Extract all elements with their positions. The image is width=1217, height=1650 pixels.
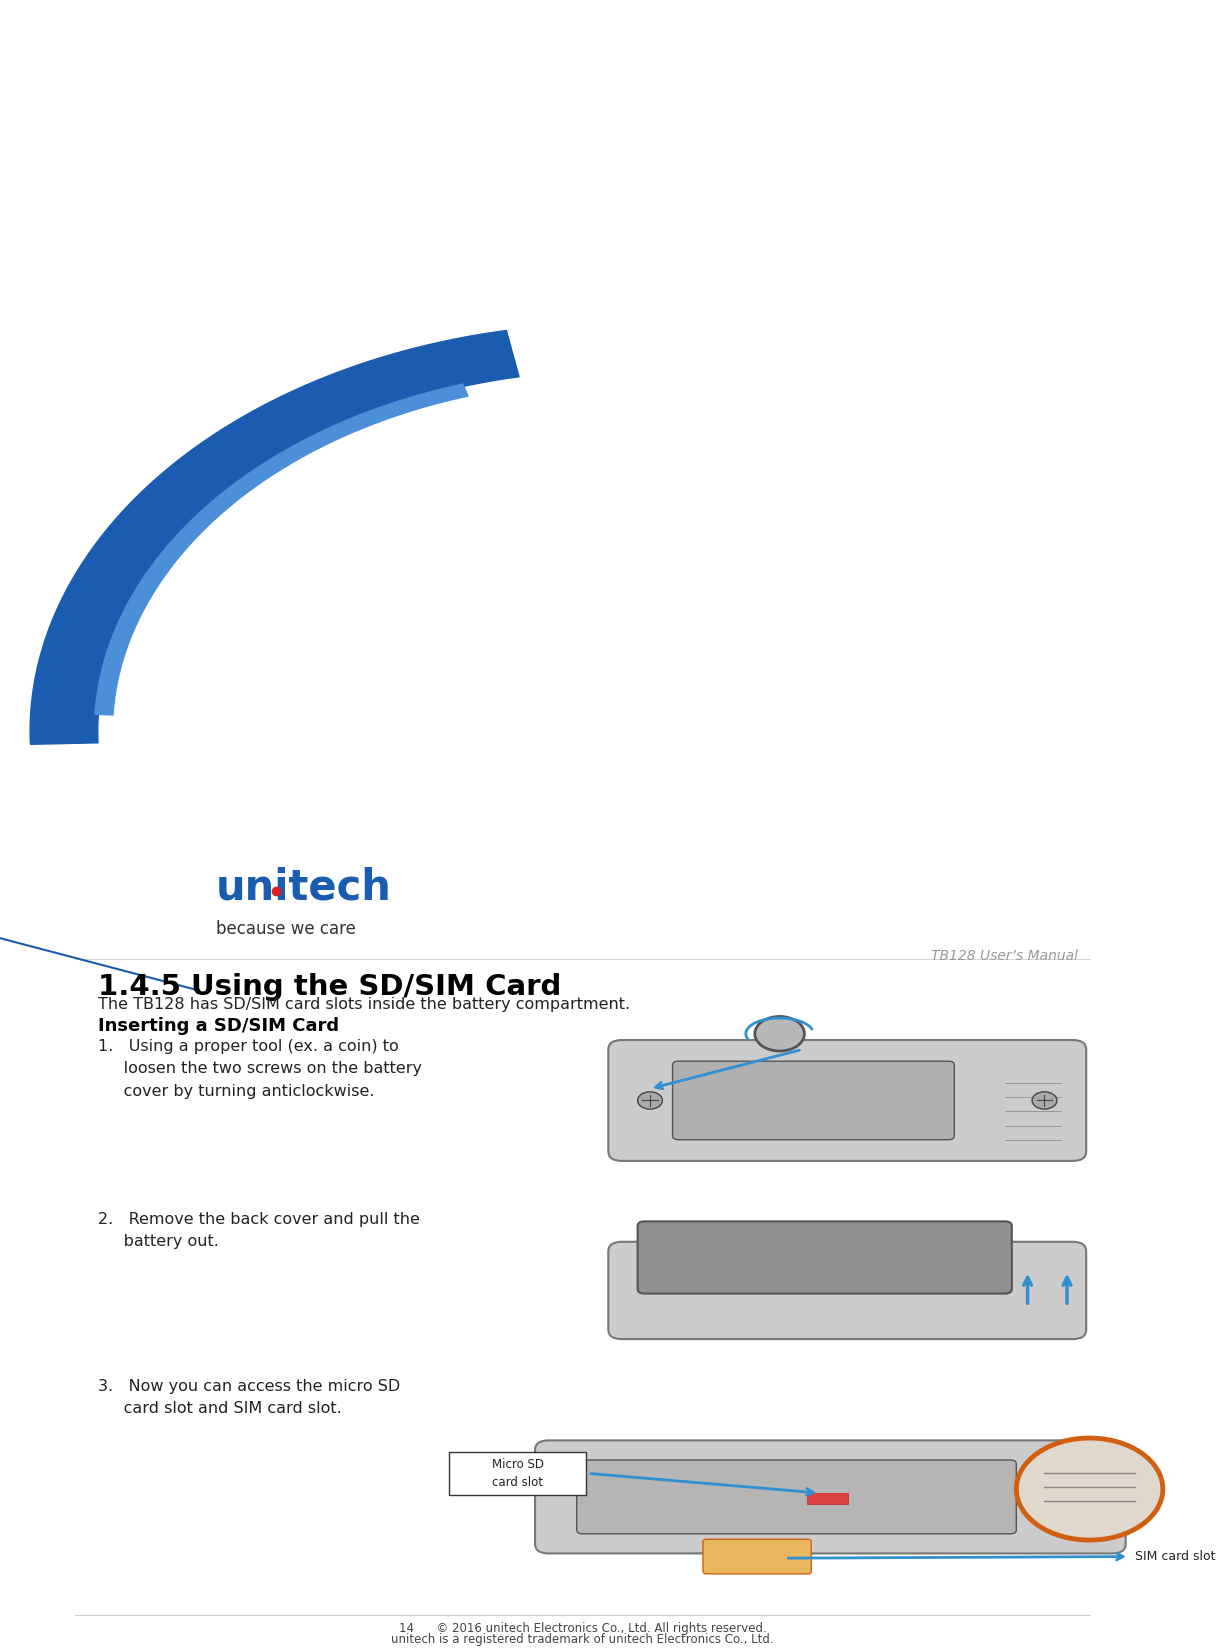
Text: The TB128 has SD/SIM card slots inside the battery compartment.: The TB128 has SD/SIM card slots inside t… — [97, 997, 630, 1011]
Text: TB128 User’s Manual: TB128 User’s Manual — [931, 949, 1078, 964]
FancyBboxPatch shape — [638, 1221, 1011, 1294]
FancyBboxPatch shape — [807, 1493, 848, 1505]
Text: SIM card slot: SIM card slot — [1134, 1549, 1215, 1563]
Text: 2.   Remove the back cover and pull the
     battery out.: 2. Remove the back cover and pull the ba… — [97, 1213, 420, 1249]
Text: 1.4.5 Using the SD/SIM Card: 1.4.5 Using the SD/SIM Card — [97, 974, 561, 1002]
Polygon shape — [30, 330, 520, 744]
Text: Micro SD
card slot: Micro SD card slot — [492, 1459, 544, 1488]
FancyBboxPatch shape — [535, 1440, 1126, 1553]
Text: Inserting a SD/SIM Card: Inserting a SD/SIM Card — [97, 1018, 338, 1035]
FancyBboxPatch shape — [673, 1061, 954, 1140]
Circle shape — [1016, 1439, 1162, 1539]
Text: 1.   Using a proper tool (ex. a coin) to
     loosen the two screws on the batte: 1. Using a proper tool (ex. a coin) to l… — [97, 1040, 422, 1099]
FancyBboxPatch shape — [608, 1242, 1087, 1340]
FancyBboxPatch shape — [608, 1040, 1087, 1162]
Text: because we care: because we care — [217, 921, 357, 937]
Polygon shape — [95, 384, 469, 714]
FancyBboxPatch shape — [449, 1452, 585, 1495]
Text: 14      © 2016 unitech Electronics Co., Ltd. All rights reserved.: 14 © 2016 unitech Electronics Co., Ltd. … — [398, 1622, 767, 1635]
FancyBboxPatch shape — [577, 1460, 1016, 1534]
Circle shape — [1032, 1092, 1056, 1109]
Circle shape — [638, 1092, 662, 1109]
FancyBboxPatch shape — [703, 1539, 812, 1574]
Text: 3.   Now you can access the micro SD
     card slot and SIM card slot.: 3. Now you can access the micro SD card … — [97, 1379, 400, 1416]
Circle shape — [755, 1016, 804, 1051]
Text: unitech is a registered trademark of unitech Electronics Co., Ltd.: unitech is a registered trademark of uni… — [391, 1634, 774, 1645]
Text: unitech: unitech — [217, 866, 392, 908]
